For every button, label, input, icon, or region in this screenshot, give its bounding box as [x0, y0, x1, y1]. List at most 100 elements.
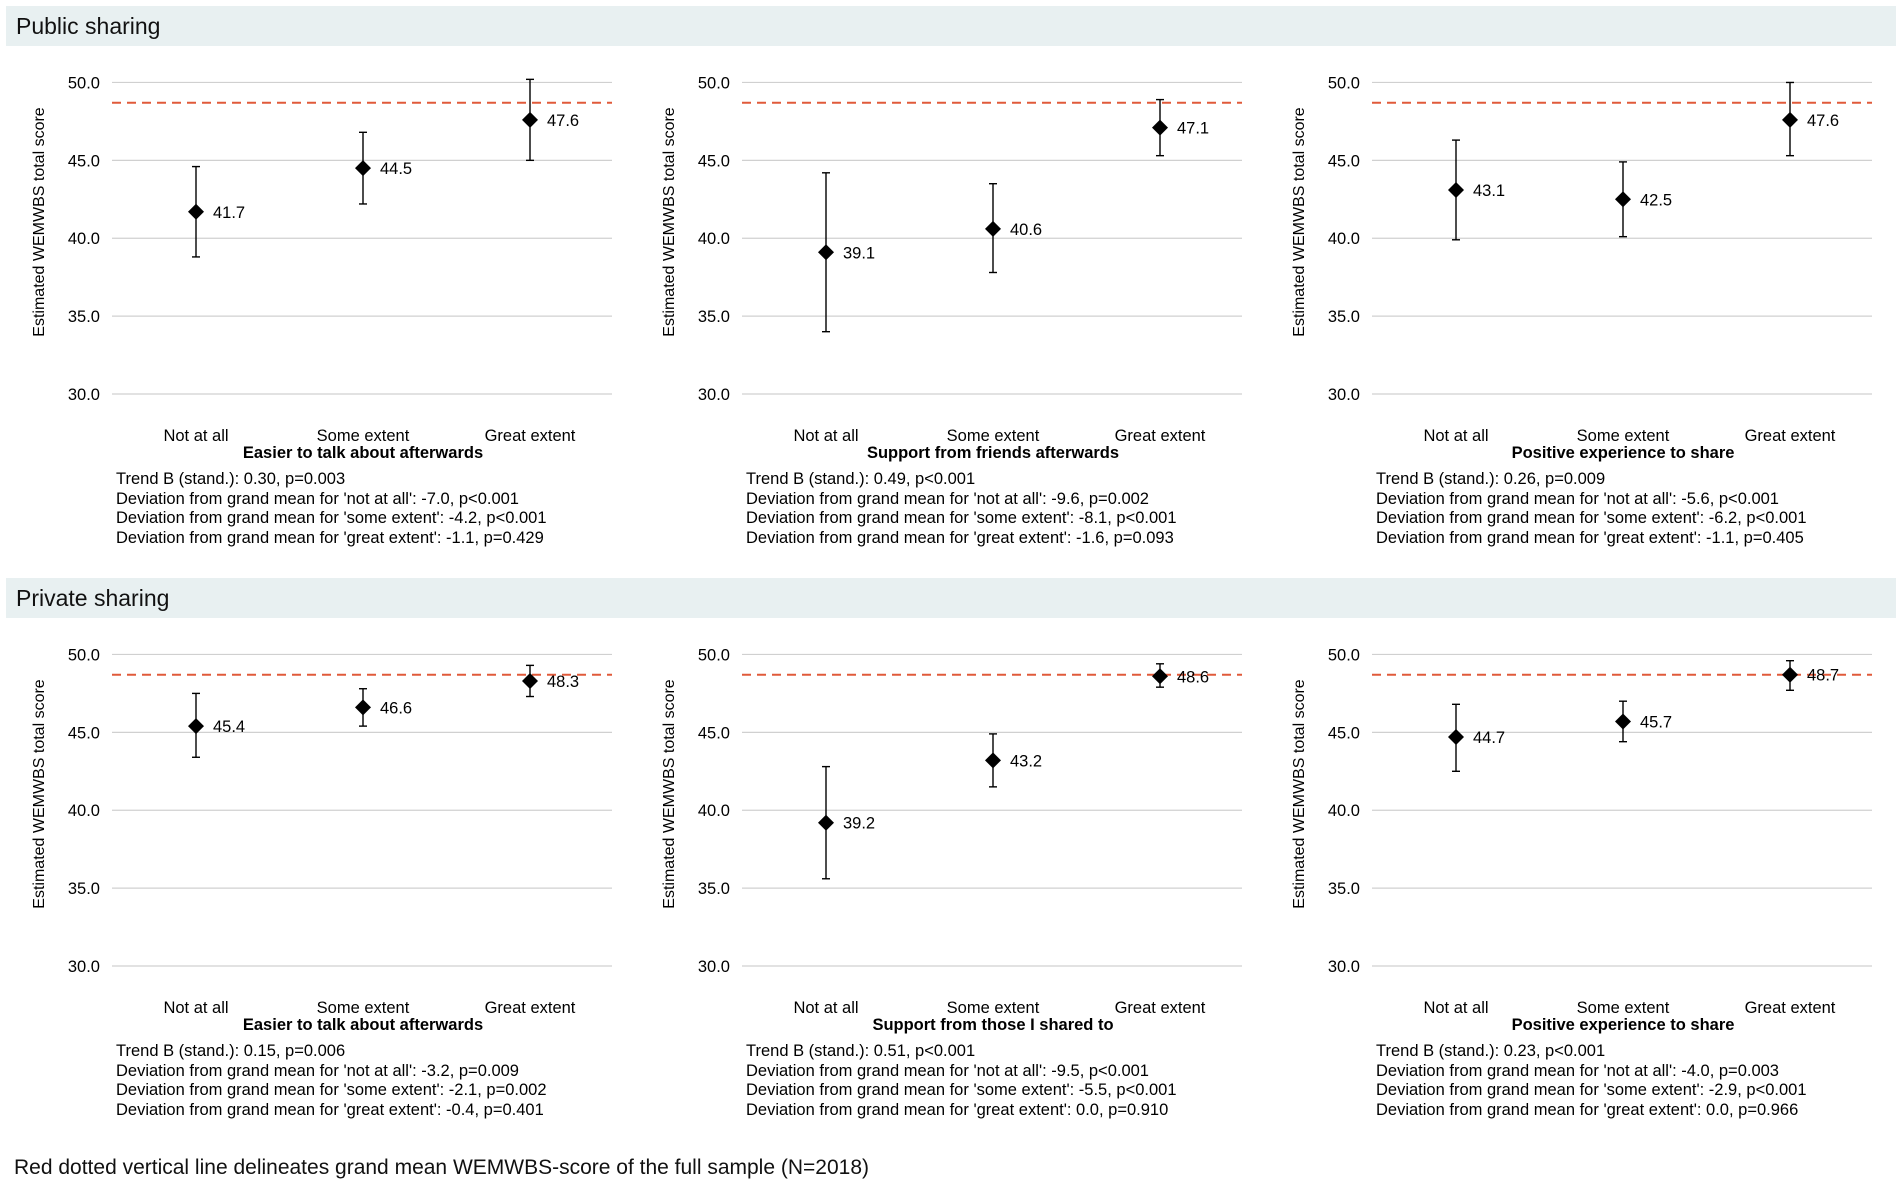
y-tick-label: 30.0: [1328, 958, 1360, 976]
x-tick-label: Not at all: [1423, 999, 1488, 1017]
stats-line: Deviation from grand mean for 'great ext…: [116, 1100, 544, 1119]
x-tick-label: Some extent: [1577, 999, 1670, 1017]
stats-line: Trend B (stand.): 0.30, p=0.003: [116, 470, 346, 488]
y-tick-label: 40.0: [68, 230, 100, 248]
diamond-marker: [1782, 666, 1798, 683]
y-tick-label: 50.0: [1328, 74, 1360, 92]
diamond-marker: [355, 699, 371, 716]
data-point: 44.7: [1448, 703, 1505, 772]
data-point: 48.6: [1152, 663, 1209, 688]
footnote: Red dotted vertical line delineates gran…: [14, 1156, 869, 1179]
x-axis-label: Positive experience to share: [1512, 444, 1735, 462]
data-label: 48.7: [1807, 667, 1839, 685]
x-tick-label: Not at all: [1423, 427, 1488, 445]
y-tick-label: 50.0: [68, 74, 100, 92]
data-label: 44.5: [380, 160, 412, 178]
y-axis-label: Estimated WEMWBS total score: [661, 679, 678, 908]
diamond-marker: [522, 111, 538, 128]
data-label: 39.2: [843, 815, 875, 833]
diamond-marker: [1152, 668, 1168, 685]
x-tick-label: Not at all: [793, 999, 858, 1017]
diamond-marker: [1615, 191, 1631, 208]
data-point: 41.7: [188, 165, 245, 258]
data-label: 43.2: [1010, 752, 1042, 770]
stats-line: Deviation from grand mean for 'great ext…: [1376, 528, 1804, 547]
stats-block: Trend B (stand.): 0.49, p<0.001 Deviation…: [746, 470, 1177, 548]
stats-block: Trend B (stand.): 0.15, p=0.006 Deviation…: [116, 1042, 547, 1120]
stats-line: Deviation from grand mean for 'great ext…: [116, 528, 544, 547]
stats-line: Trend B (stand.): 0.26, p=0.009: [1376, 470, 1606, 488]
data-point: 47.6: [1782, 81, 1839, 157]
stats-line: Deviation from grand mean for 'not at al…: [1376, 489, 1779, 508]
x-tick-label: Not at all: [793, 427, 858, 445]
y-tick-label: 40.0: [1328, 230, 1360, 248]
section-header-public: Public sharing: [6, 6, 1896, 46]
data-label: 46.6: [380, 699, 412, 717]
stats-line: Deviation from grand mean for 'some exte…: [116, 1081, 547, 1099]
x-tick-label: Some extent: [947, 999, 1040, 1017]
diamond-marker: [985, 220, 1001, 237]
y-tick-label: 45.0: [698, 152, 730, 170]
x-axis-label: Positive experience to share: [1512, 1016, 1735, 1034]
x-axis-label: Support from those I shared to: [872, 1016, 1113, 1034]
x-tick-label: Not at all: [163, 427, 228, 445]
data-label: 41.7: [213, 204, 245, 222]
data-point: 47.1: [1152, 98, 1209, 157]
data-point: 43.1: [1448, 139, 1505, 241]
x-tick-label: Some extent: [317, 999, 410, 1017]
y-tick-label: 35.0: [68, 308, 100, 326]
stats-line: Deviation from grand mean for 'great ext…: [746, 1100, 1169, 1119]
y-tick-label: 40.0: [698, 802, 730, 820]
x-tick-label: Great extent: [485, 427, 576, 445]
y-tick-label: 35.0: [698, 880, 730, 898]
data-label: 47.6: [547, 112, 579, 130]
y-tick-label: 30.0: [698, 958, 730, 976]
y-axis-label: Estimated WEMWBS total score: [661, 107, 678, 336]
section-header-private: Private sharing: [6, 578, 1896, 618]
data-point: 40.6: [985, 183, 1042, 274]
data-point: 46.6: [355, 688, 412, 727]
diamond-marker: [1782, 111, 1798, 128]
stats-line: Deviation from grand mean for 'some exte…: [1376, 1081, 1807, 1099]
y-tick-label: 45.0: [698, 724, 730, 742]
x-axis-label: Support from friends afterwards: [867, 444, 1119, 462]
data-label: 43.1: [1473, 182, 1505, 200]
x-tick-label: Great extent: [1745, 999, 1836, 1017]
x-axis-label: Easier to talk about afterwards: [243, 444, 483, 462]
data-label: 48.3: [547, 673, 579, 691]
chart-panel-5: 30.0 35.0 40.0 45.0 50.0 Estimated WEMWBS tot…: [661, 646, 1242, 1034]
stats-line: Deviation from grand mean for 'some exte…: [746, 1081, 1177, 1099]
data-label: 40.6: [1010, 221, 1042, 239]
diamond-marker: [818, 244, 834, 261]
diamond-marker: [522, 672, 538, 689]
data-label: 47.6: [1807, 112, 1839, 130]
section-title: Public sharing: [16, 13, 161, 39]
x-tick-label: Some extent: [317, 427, 410, 445]
x-tick-label: Some extent: [947, 427, 1040, 445]
y-tick-label: 35.0: [68, 880, 100, 898]
data-label: 45.7: [1640, 713, 1672, 731]
y-tick-label: 30.0: [1328, 386, 1360, 404]
stats-line: Deviation from grand mean for 'some exte…: [746, 509, 1177, 527]
y-tick-label: 40.0: [1328, 802, 1360, 820]
stats-block: Trend B (stand.): 0.23, p<0.001 Deviation…: [1376, 1042, 1807, 1120]
data-label: 42.5: [1640, 191, 1672, 209]
section-title: Private sharing: [16, 585, 170, 611]
y-tick-label: 40.0: [68, 802, 100, 820]
y-tick-label: 30.0: [698, 386, 730, 404]
x-tick-label: Not at all: [163, 999, 228, 1017]
y-tick-label: 40.0: [698, 230, 730, 248]
x-tick-label: Great extent: [1115, 999, 1206, 1017]
y-tick-label: 50.0: [698, 646, 730, 664]
x-tick-label: Some extent: [1577, 427, 1670, 445]
chart-panel-1: 30.0 35.0 40.0 45.0 50.0 Estimated WEMWBS tot…: [31, 74, 612, 462]
y-tick-label: 45.0: [68, 152, 100, 170]
stats-line: Trend B (stand.): 0.15, p=0.006: [116, 1042, 346, 1060]
stats-line: Trend B (stand.): 0.23, p<0.001: [1376, 1042, 1606, 1060]
chart-panel-4: 30.0 35.0 40.0 45.0 50.0 Estimated WEMWBS tot…: [31, 646, 612, 1034]
x-tick-label: Great extent: [1115, 427, 1206, 445]
x-axis-label: Easier to talk about afterwards: [243, 1016, 483, 1034]
diamond-marker: [355, 160, 371, 177]
data-point: 45.7: [1615, 700, 1672, 743]
chart-panel-3: 30.0 35.0 40.0 45.0 50.0 Estimated WEMWBS tot…: [1291, 74, 1872, 462]
